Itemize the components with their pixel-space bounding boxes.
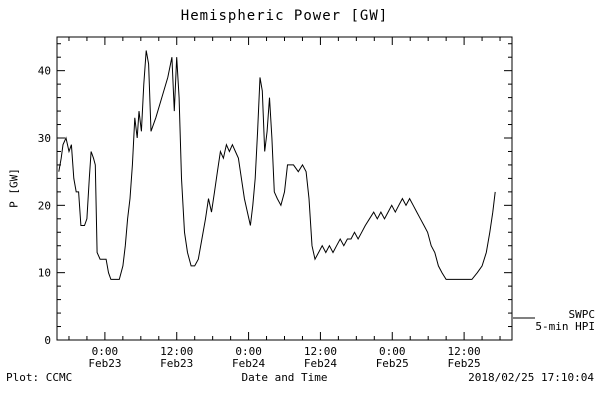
legend: SWPC 5-min HPI — [535, 309, 595, 333]
y-tick-label: 20 — [38, 199, 51, 212]
x-tick-time-label: 12:00 — [160, 345, 193, 358]
x-tick-date-label: Feb23 — [160, 357, 193, 370]
y-tick-label: 40 — [38, 65, 51, 78]
x-axis-label: Date and Time — [241, 371, 328, 384]
x-tick-date-label: Feb23 — [88, 357, 121, 370]
y-tick-label: 30 — [38, 132, 51, 145]
x-tick-date-label: Feb25 — [376, 357, 409, 370]
x-tick-time-label: 12:00 — [448, 345, 481, 358]
legend-source-label: SWPC — [568, 308, 596, 321]
x-tick-time-label: 0:00 — [92, 345, 119, 358]
series-line — [58, 50, 496, 280]
y-tick-label: 10 — [38, 267, 51, 280]
footer-plot-credit: Plot: CCMC — [6, 371, 73, 384]
x-tick-time-label: 0:00 — [379, 345, 406, 358]
y-tick-label: 0 — [44, 334, 51, 347]
legend-series-label: 5-min HPI — [535, 320, 595, 333]
chart-title: Hemispheric Power [GW] — [180, 8, 389, 24]
x-tick-date-label: Feb24 — [304, 357, 337, 370]
x-tick-date-label: Feb24 — [232, 357, 265, 370]
x-tick-date-label: Feb25 — [448, 357, 481, 370]
footer-timestamp: 2018/02/25 17:10:04 — [468, 371, 594, 384]
x-tick-time-label: 12:00 — [304, 345, 337, 358]
x-tick-time-label: 0:00 — [235, 345, 262, 358]
